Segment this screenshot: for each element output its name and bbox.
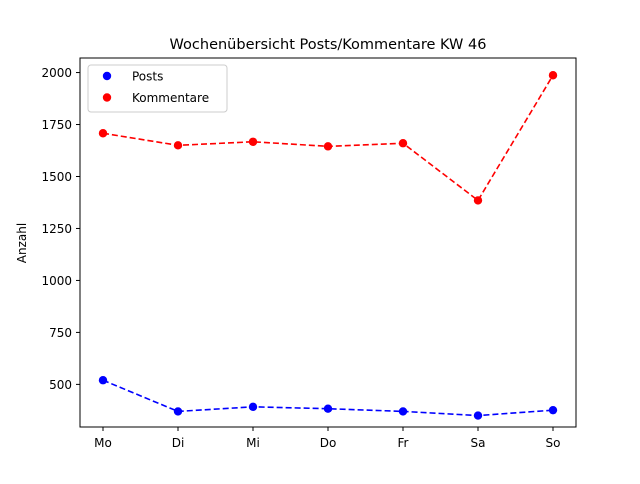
data-point-posts (398, 407, 408, 416)
data-point-posts (473, 411, 483, 420)
data-point-kommentare (548, 71, 558, 80)
data-point-kommentare (248, 137, 258, 146)
data-point-kommentare (323, 142, 333, 151)
x-tick-label: Di (172, 436, 185, 450)
x-tick-label: Do (320, 436, 337, 450)
legend-marker-kommentare (102, 93, 112, 102)
data-point-kommentare (173, 141, 183, 150)
x-tick-label: Mo (94, 436, 112, 450)
y-tick-label: 750 (49, 326, 72, 340)
data-point-posts (548, 405, 558, 415)
data-point-kommentare (398, 139, 408, 148)
y-tick-label: 2000 (41, 66, 72, 80)
data-point-kommentare (98, 129, 108, 138)
legend-marker-posts (102, 71, 112, 81)
legend-box (87, 64, 228, 113)
plot-area: Mo Di Mi Do Fr Sa So 500 750 1000 1250 1500 1750 2000… (41, 57, 577, 450)
data-point-posts (98, 376, 108, 385)
y-tick-label: 1000 (41, 274, 72, 288)
x-tick-label: Sa (471, 436, 486, 450)
x-tick-label: So (546, 436, 561, 450)
plot-frame (79, 57, 577, 428)
data-point-posts (323, 404, 333, 413)
y-tick-label: 1250 (41, 222, 72, 236)
x-tick-label: Mi (246, 436, 260, 450)
y-tick-label: 1750 (41, 118, 72, 132)
x-tick-label: Fr (398, 436, 409, 450)
legend-label-posts: Posts (132, 70, 163, 84)
data-point-posts (173, 407, 183, 416)
chart-title: Wochenübersicht Posts/Kommentare KW 46 (170, 37, 487, 53)
legend-label-kommentare: Kommentare (132, 91, 209, 105)
y-axis-label: Anzahl (15, 223, 29, 263)
data-point-kommentare (473, 196, 483, 205)
y-tick-label: 500 (49, 378, 72, 392)
data-point-posts (248, 402, 258, 412)
y-tick-label: 1500 (41, 170, 72, 184)
